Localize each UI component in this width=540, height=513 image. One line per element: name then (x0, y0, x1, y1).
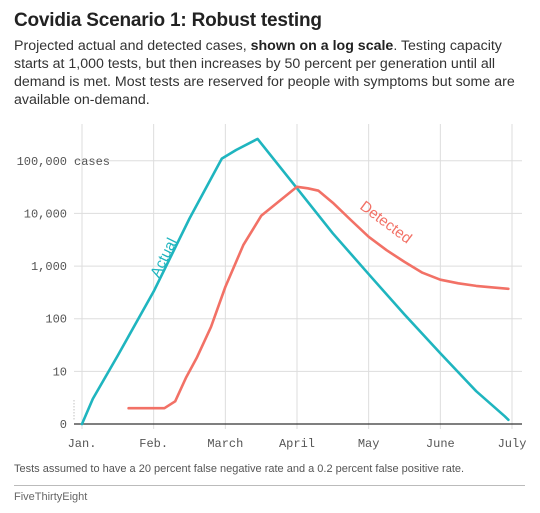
x-tick-label: June (426, 437, 455, 451)
log-scale-line-chart: 0 10 100 1,000 10,000 100,000 cases Jan. Feb. Mar… (17, 124, 527, 451)
y-tick-label: 0 (60, 418, 67, 432)
x-tick-label: March (207, 437, 243, 451)
series-label-actual: Actual (147, 235, 181, 280)
series-layer (80, 137, 510, 426)
subtitle-text-2: . Testing capacity starts at 1,000 tests… (14, 38, 515, 108)
series-line-detected (127, 185, 510, 410)
chart-subtitle: Projected actual and detected cases, sho… (14, 37, 529, 109)
subtitle-bold-text: shown on a log scale (250, 38, 394, 54)
grid-layer (73, 124, 522, 429)
chart-title: Covidia Scenario 1: Robust testing (14, 10, 322, 31)
y-tick-label: 10 (53, 365, 67, 379)
subtitle-text-1: Projected actual and detected cases, (14, 38, 251, 54)
y-tick-label: 10,000 (24, 207, 67, 221)
series-label-detected: Detected (357, 198, 415, 248)
series-line-actual (80, 137, 510, 426)
x-tick-label: July (498, 437, 527, 451)
y-unit-label: cases (74, 155, 110, 169)
x-tick-label: Feb. (139, 437, 168, 451)
footer-divider (14, 485, 525, 486)
y-tick-label: 100,000 (17, 155, 67, 169)
x-tick-label: Jan. (68, 437, 97, 451)
y-tick-label: 1,000 (31, 260, 67, 274)
y-tick-label: 100 (45, 313, 67, 327)
x-tick-label: May (358, 437, 380, 451)
x-tick-label: April (279, 437, 315, 451)
chart-footnote: Tests assumed to have a 20 percent false… (14, 463, 465, 475)
label-layer: 0 10 100 1,000 10,000 100,000 cases Jan. Feb. Mar… (17, 155, 527, 451)
source-credit: FiveThirtyEight (14, 491, 88, 503)
